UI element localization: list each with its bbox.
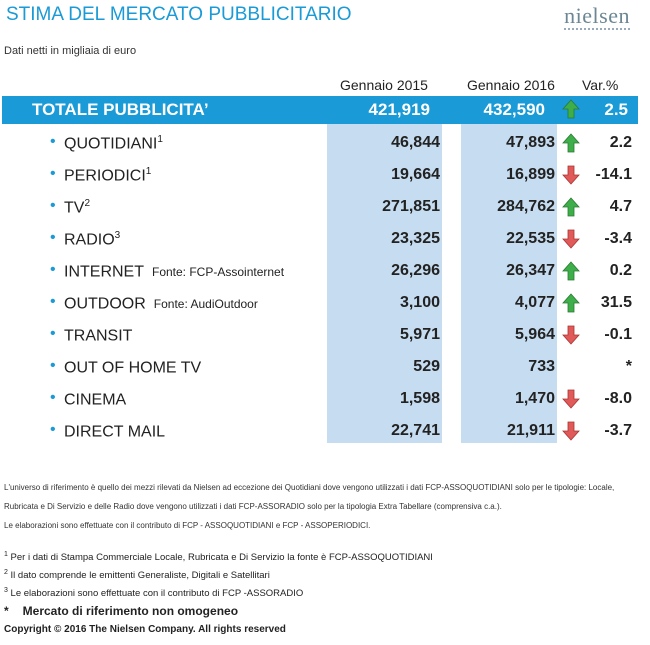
bullet: • [50,325,56,342]
table-row: • QUOTIDIANI1 46,844 47,893 2.2 [0,129,650,157]
page-title: STIMA DEL MERCATO PUBBLICITARIO [6,4,352,25]
row-label: TRANSIT [64,327,133,345]
bullet: • [50,261,56,278]
total-label: TOTALE PUBBLICITA’ [32,100,209,119]
value-2015: 19,664 [391,166,440,183]
arrow-up-icon [562,293,580,318]
value-2015: 46,844 [391,134,440,151]
table-row: • PERIODICI1 19,664 16,899 -14.1 [0,161,650,189]
bullet: • [50,197,56,214]
total-2016: 432,590 [483,100,545,119]
total-2015: 421,919 [368,100,430,119]
value-2016: 284,762 [497,198,555,215]
column-header-2015: Gennaio 2015 [340,77,428,93]
subtitle: Dati netti in migliaia di euro [4,45,137,57]
footnote: 3 Le elaborazioni sono effettuate con il… [4,587,304,600]
row-source: Fonte: AudiOutdoor [153,297,258,312]
row-source: Fonte: FCP-Assointernet [152,265,285,280]
arrow-up-icon [562,99,580,124]
row-label: DIRECT MAIL [64,423,166,441]
value-2015: 5,971 [399,326,440,343]
value-var: -3.7 [604,422,632,439]
value-2015: 271,851 [382,198,440,215]
row-label: OUT OF HOME TV [64,359,202,377]
arrow-down-icon [562,165,580,190]
row-label: OUTDOOR Fonte: AudiOutdoor [64,295,258,313]
table-row: • DIRECT MAIL 22,741 21,911 -3.7 [0,417,650,445]
table-row: • TRANSIT 5,971 5,964 -0.1 [0,321,650,349]
value-var: 31.5 [600,294,632,311]
footnote: 1 Per i dati di Stampa Commerciale Local… [4,551,433,564]
column-2016-background [461,124,557,443]
column-header-var: Var.% [582,77,619,93]
asterisk-note: * Mercato di riferimento non omogeneo [4,604,239,618]
arrow-down-icon [562,421,580,446]
value-var: * [625,358,632,375]
column-2015-background [327,124,442,443]
table-row: • TV2 271,851 284,762 4.7 [0,193,650,221]
note-line: Rubricata e Di Servizio e delle Radio do… [4,502,502,511]
value-2016: 26,347 [506,262,555,279]
arrow-down-icon [562,389,580,414]
value-var: 4.7 [609,198,632,215]
arrow-down-icon [562,325,580,350]
table-row: • OUT OF HOME TV 529 733 * [0,353,650,381]
footnote: 2 Il dato comprende le emittenti General… [4,569,270,582]
value-var: -14.1 [595,166,632,183]
total-row: TOTALE PUBBLICITA’ 421,919 432,590 2.5 [2,96,638,124]
nielsen-logo: nielsen [564,3,630,30]
value-2016: 16,899 [506,166,555,183]
arrow-up-icon [562,261,580,286]
note-line: L'universo di riferimento è quello dei m… [4,483,615,492]
value-var: -3.4 [604,230,632,247]
arrow-up-icon [562,133,580,158]
row-label: CINEMA [64,391,127,409]
bullet: • [50,357,56,374]
value-var: 2.2 [609,134,632,151]
value-2016: 1,470 [514,390,555,407]
row-label: INTERNET Fonte: FCP-Assointernet [64,263,285,281]
bullet: • [50,421,56,438]
table-row: • OUTDOOR Fonte: AudiOutdoor 3,100 4,077 … [0,289,650,317]
value-var: 0.2 [609,262,632,279]
copyright: Copyright © 2016 The Nielsen Company. Al… [4,624,286,635]
bullet: • [50,133,56,150]
value-2016: 21,911 [506,422,555,439]
value-2016: 22,535 [506,230,555,247]
note-line: Le elaborazioni sono effettuate con il c… [4,521,371,530]
total-var: 2.5 [604,100,628,119]
arrow-down-icon [562,229,580,254]
row-label: TV2 [64,198,91,217]
bullet: • [50,293,56,310]
column-header-2016: Gennaio 2016 [467,77,555,93]
value-2016: 5,964 [514,326,555,343]
arrow-up-icon [562,197,580,222]
value-2015: 3,100 [399,294,440,311]
value-2015: 1,598 [399,390,440,407]
bullet: • [50,165,56,182]
table-row: • RADIO3 23,325 22,535 -3.4 [0,225,650,253]
row-label: RADIO3 [64,230,121,249]
row-label: PERIODICI1 [64,166,152,185]
value-var: -0.1 [604,326,632,343]
bullet: • [50,389,56,406]
table-row: • CINEMA 1,598 1,470 -8.0 [0,385,650,413]
table-row: • INTERNET Fonte: FCP-Assointernet 26,296… [0,257,650,285]
bullet: • [50,229,56,246]
value-2016: 4,077 [514,294,555,311]
value-2015: 23,325 [391,230,440,247]
value-2015: 529 [413,358,440,375]
value-2015: 26,296 [391,262,440,279]
value-var: -8.0 [604,390,632,407]
value-2016: 47,893 [506,134,555,151]
value-2015: 22,741 [391,422,440,439]
value-2016: 733 [528,358,555,375]
row-label: QUOTIDIANI1 [64,134,163,153]
